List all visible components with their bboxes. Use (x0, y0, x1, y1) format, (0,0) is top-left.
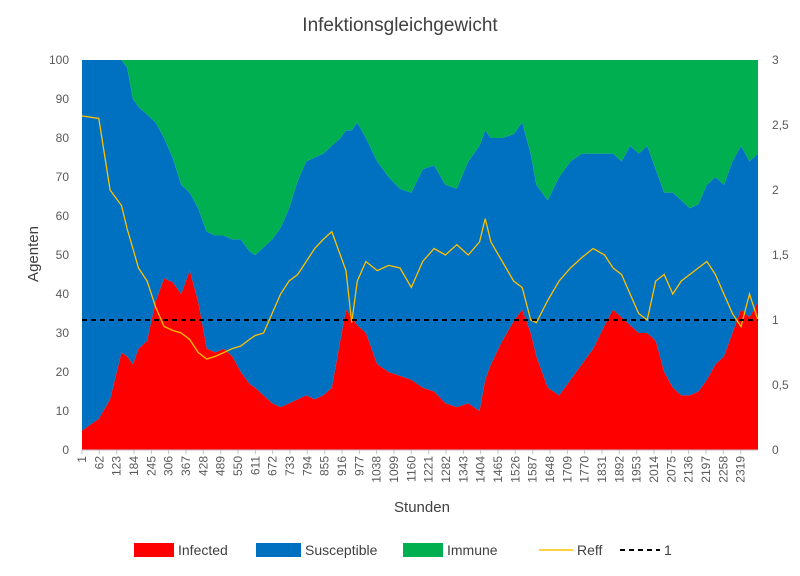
x-tick-label: 2014 (647, 456, 661, 483)
y-tick-label: 70 (56, 170, 70, 184)
x-tick-label: 1404 (474, 456, 488, 483)
x-tick-label: 428 (196, 456, 210, 476)
x-tick-label: 489 (214, 456, 228, 476)
legend-swatch (403, 543, 443, 557)
x-tick-label: 977 (352, 456, 366, 476)
x-tick-label: 1526 (508, 456, 522, 483)
y2-tick-label: 0,5 (772, 378, 789, 392)
y-tick-label: 40 (56, 287, 70, 301)
y2-tick-label: 1,5 (772, 248, 789, 262)
y-tick-label: 30 (56, 326, 70, 340)
legend: Infected Susceptible Immune Reff 1 (134, 542, 672, 558)
x-tick-label: 245 (144, 456, 158, 476)
x-tick-label: 733 (283, 456, 297, 476)
y-tick-label: 0 (62, 443, 69, 457)
x-tick-label: 1160 (404, 456, 418, 482)
legend-label: Susceptible (305, 542, 378, 558)
x-tick-label: 2136 (682, 456, 696, 483)
x-tick-label: 367 (179, 456, 193, 476)
legend-label: 1 (664, 542, 672, 558)
x-tick-label: 1709 (560, 456, 574, 483)
x-tick-label: 1587 (526, 456, 540, 483)
legend-item-susceptible: Susceptible (256, 542, 378, 558)
y-tick-label: 90 (56, 92, 70, 106)
legend-label: Immune (447, 542, 498, 558)
x-tick-label: 1282 (439, 456, 453, 483)
legend-item-1: 1 (620, 542, 672, 558)
x-tick-label: 855 (318, 456, 332, 476)
x-tick-label: 1892 (612, 456, 626, 483)
legend-swatch (256, 543, 301, 557)
legend-swatch (134, 543, 174, 557)
x-tick-label: 1221 (422, 456, 436, 483)
x-tick-label: 550 (231, 456, 245, 476)
x-tick-label: 2319 (734, 456, 748, 483)
y-tick-label: 80 (56, 131, 70, 145)
x-tick-label: 1648 (543, 456, 557, 483)
y-tick-label: 10 (56, 404, 70, 418)
chart-title: Infektionsgleichgewicht (302, 15, 498, 36)
x-tick-label: 123 (110, 456, 124, 476)
x-tick-label: 672 (266, 456, 280, 476)
x-tick-label: 611 (248, 456, 262, 475)
y2-tick-label: 0 (772, 443, 779, 457)
legend-item-immune: Immune (403, 542, 498, 558)
x-tick-label: 1 (75, 456, 89, 463)
y-tick-label: 100 (49, 53, 69, 67)
legend-label: Reff (577, 542, 603, 558)
area-infected (82, 270, 758, 450)
x-tick-label: 794 (300, 456, 314, 476)
plot-area (81, 60, 759, 450)
x-tick-label: 1831 (595, 456, 609, 483)
x-tick-label: 2258 (716, 456, 730, 483)
legend-item-reff: Reff (539, 542, 603, 558)
y-tick-label: 20 (56, 365, 70, 379)
x-tick-label: 1038 (370, 456, 384, 483)
x-tick-label: 306 (162, 456, 176, 476)
x-tick-label: 2197 (699, 456, 713, 483)
y2-tick-label: 2 (772, 183, 779, 197)
x-tick-label: 916 (335, 456, 349, 476)
x-tick-label: 184 (127, 456, 141, 476)
line-reff (81, 115, 759, 360)
x-tick-label: 1099 (387, 456, 401, 483)
area-immune (82, 60, 758, 255)
y-tick-label: 50 (56, 248, 70, 262)
y-axis-title: Agenten (25, 226, 42, 282)
legend-label: Infected (178, 542, 228, 558)
x-tick-label: 1953 (630, 456, 644, 483)
y-tick-label: 60 (56, 209, 70, 223)
x-tick-label: 1343 (456, 456, 470, 483)
x-tick-label: 1770 (578, 456, 592, 483)
legend-item-infected: Infected (134, 542, 228, 558)
y2-tick-label: 1 (772, 313, 779, 327)
x-tick-label: 62 (92, 456, 106, 470)
y2-tick-label: 3 (772, 53, 779, 67)
x-tick-label: 1465 (491, 456, 505, 483)
x-tick-label: 2075 (664, 456, 678, 483)
x-axis-title: Stunden (394, 499, 450, 516)
y2-tick-label: 2,5 (772, 118, 789, 132)
